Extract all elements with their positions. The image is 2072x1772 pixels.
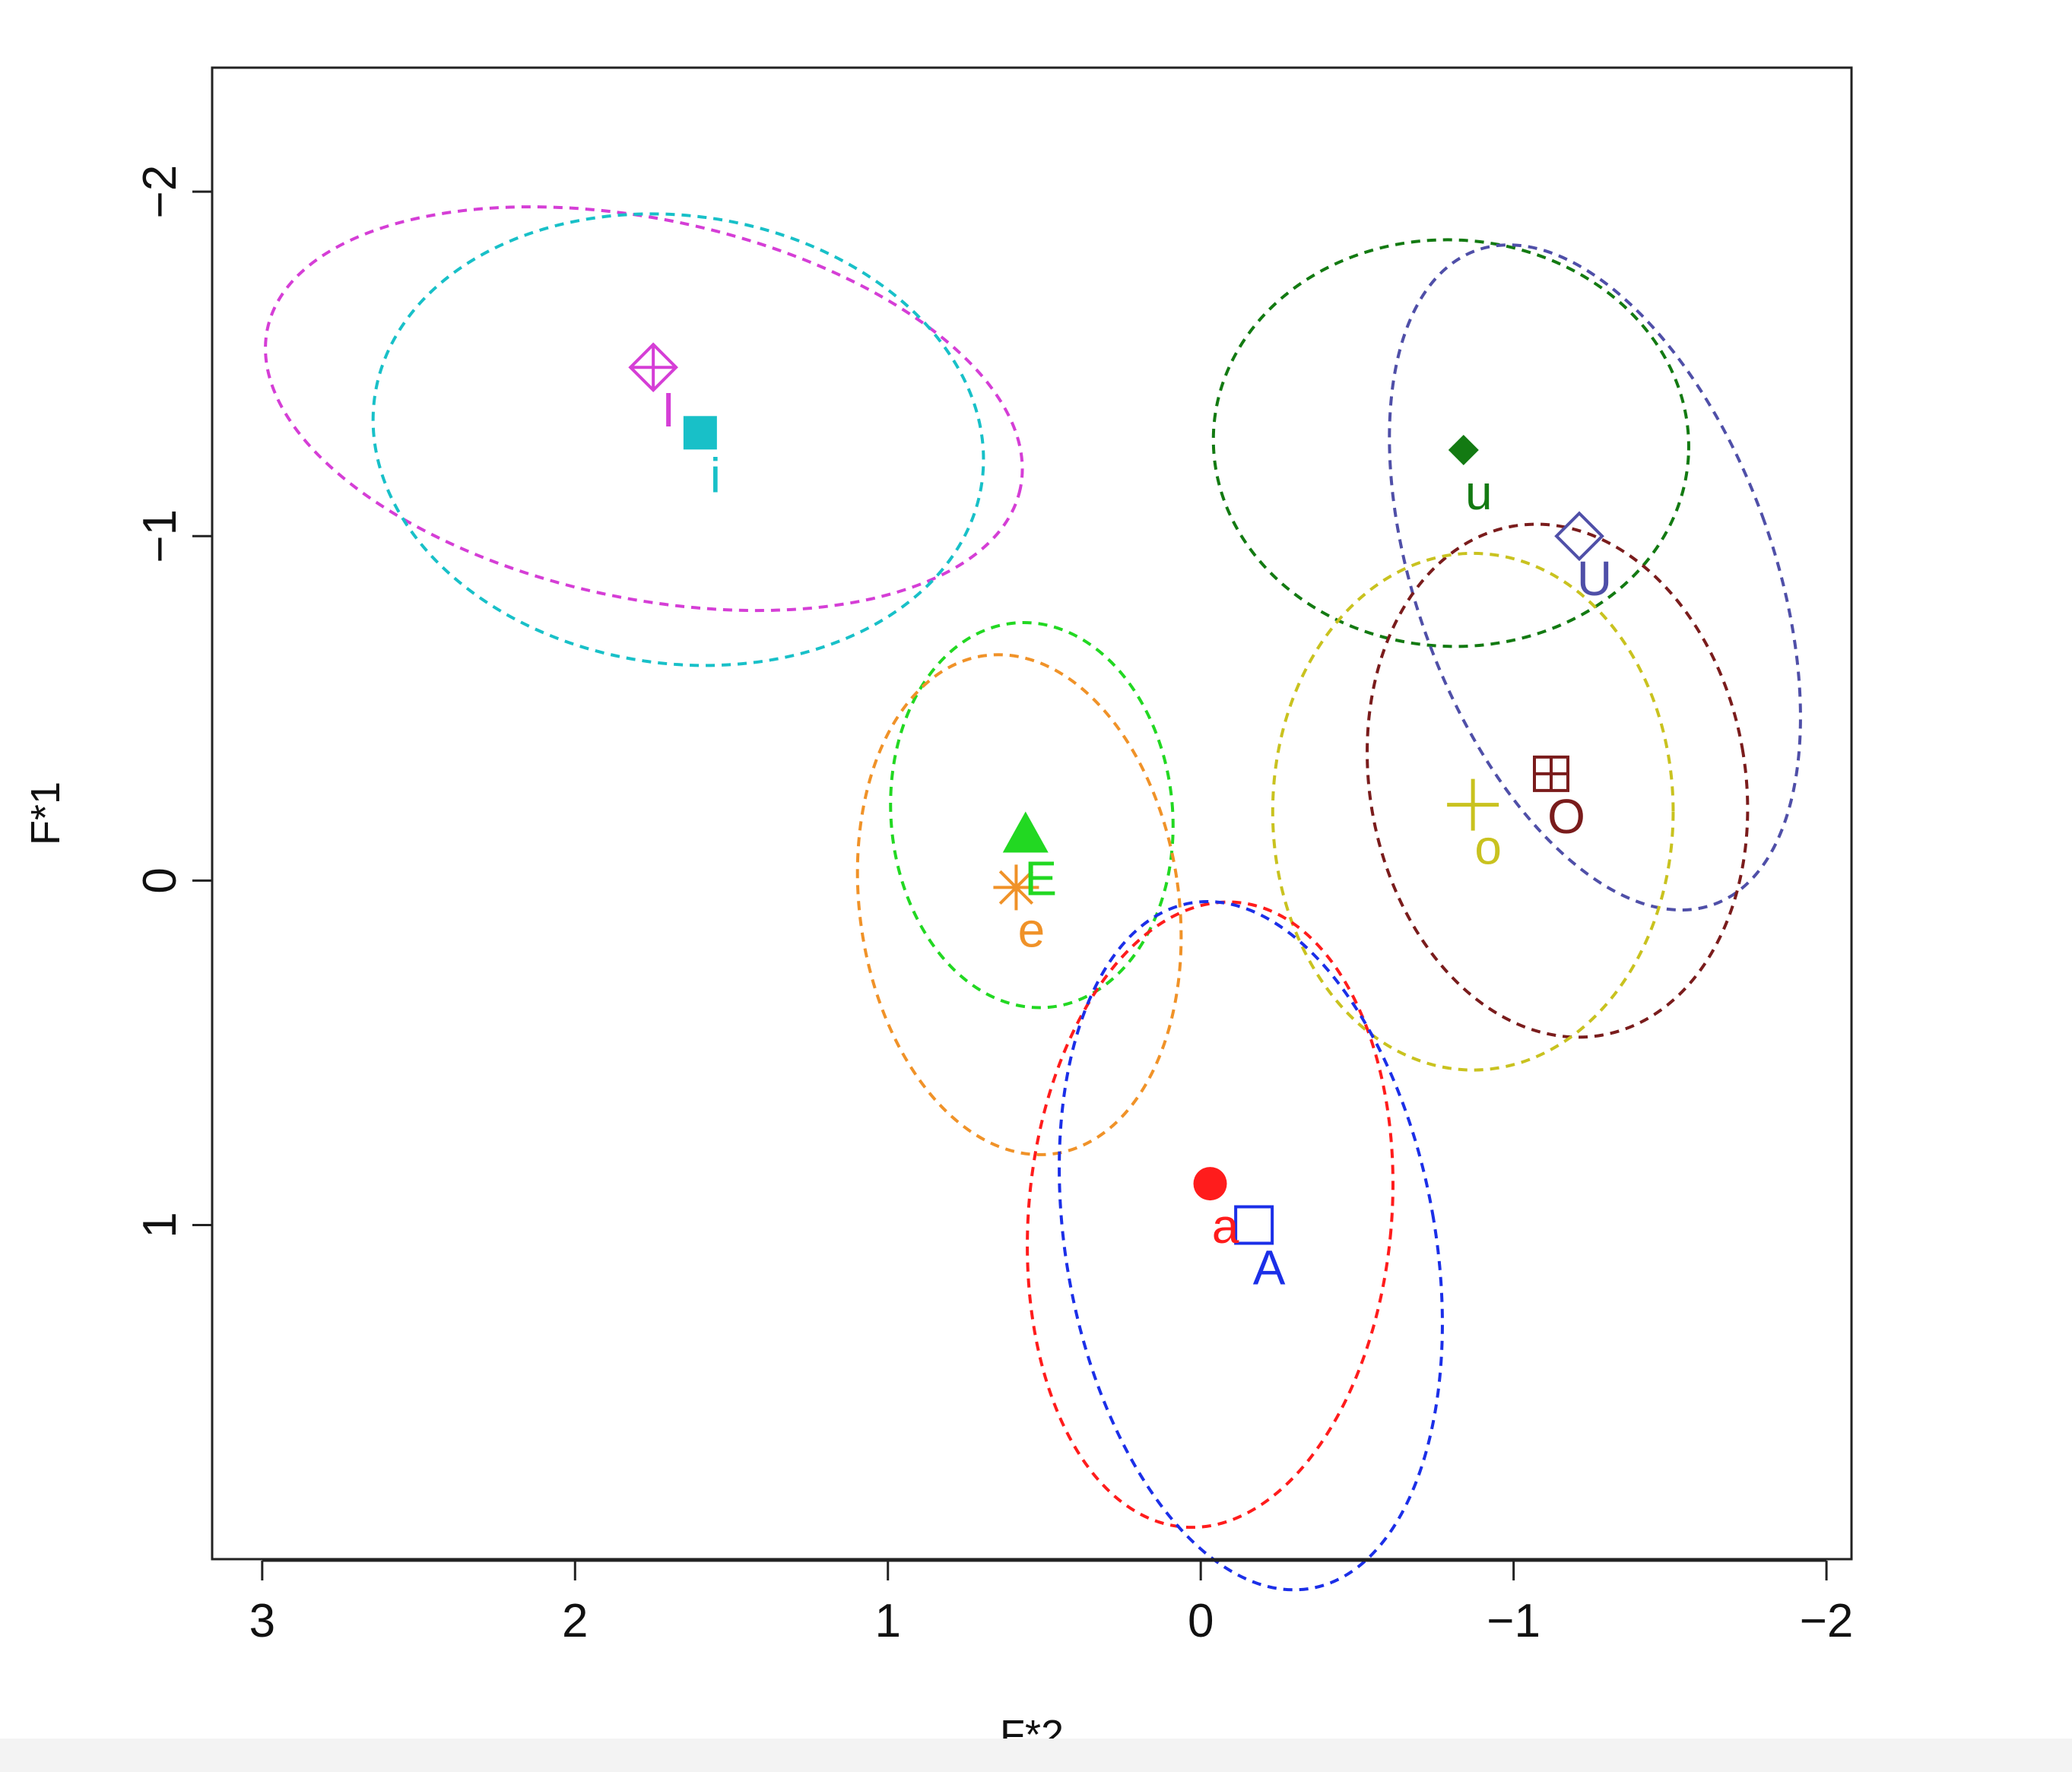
y-tick-label: 0	[134, 867, 186, 893]
confidence-ellipses	[264, 205, 1802, 1592]
ellipse-A	[1058, 899, 1444, 1592]
marker-U	[1554, 511, 1604, 562]
y-tick-label: −1	[134, 509, 186, 563]
x-tick-label: 3	[249, 1595, 275, 1647]
point-label-a: a	[1212, 1199, 1239, 1254]
marker-e	[993, 864, 1039, 911]
point-label-E: E	[1024, 851, 1057, 905]
y-tick-label: 1	[134, 1212, 186, 1238]
ellipse-E	[889, 620, 1175, 1010]
x-tick-label: −1	[1487, 1595, 1541, 1647]
marker-u	[1448, 434, 1479, 465]
point-markers	[628, 342, 1604, 1245]
marker-A	[1234, 1205, 1274, 1245]
marker-O	[1533, 755, 1570, 792]
marker-i	[683, 416, 717, 450]
x-tick-label: 0	[1188, 1595, 1214, 1647]
x-tick-label: 1	[874, 1595, 900, 1647]
y-axis: −2 −1 0 1	[134, 165, 214, 1238]
ellipse-U	[1388, 243, 1802, 912]
ellipse-o	[1271, 551, 1675, 1072]
ellipse-I	[264, 205, 1024, 613]
ellipse-u	[1211, 238, 1690, 648]
point-label-e: e	[1018, 902, 1046, 957]
y-axis-title: F*1	[23, 781, 68, 845]
point-labels: Ii u U Oo Ee aA	[662, 382, 1612, 1295]
point-label-U: U	[1577, 551, 1612, 606]
x-axis: 3 2 1 0 −1 −2	[249, 1559, 1854, 1647]
point-label-i: i	[710, 448, 721, 502]
point-label-A: A	[1253, 1240, 1286, 1295]
y-tick-label: −2	[134, 165, 186, 219]
ellipse-i	[371, 212, 985, 667]
point-label-I: I	[662, 382, 675, 437]
marker-a	[1193, 1167, 1227, 1201]
x-tick-label: −2	[1800, 1595, 1854, 1647]
marker-I	[628, 342, 678, 393]
marker-o	[1447, 778, 1499, 831]
footer-strip	[0, 1739, 2072, 1772]
point-label-o: o	[1474, 820, 1502, 875]
ellipse-O	[1366, 522, 1750, 1039]
point-label-u: u	[1465, 465, 1493, 520]
point-label-O: O	[1547, 789, 1585, 844]
x-tick-label: 2	[562, 1595, 588, 1647]
marker-E	[1002, 811, 1049, 853]
ellipse-a	[1026, 900, 1395, 1529]
